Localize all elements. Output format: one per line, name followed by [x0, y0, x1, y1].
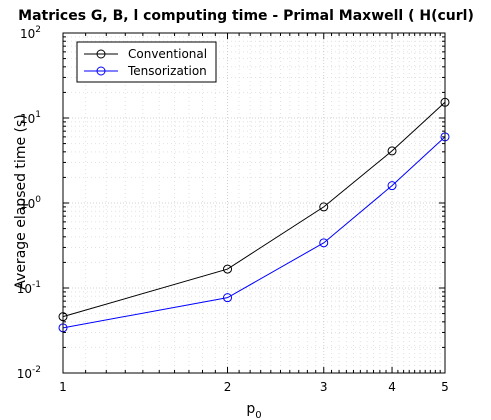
data-point-tensorization: [223, 293, 233, 303]
grid: [63, 33, 445, 373]
data-point-conventional: [387, 146, 397, 156]
data-point-conventional: [223, 264, 233, 274]
legend-label-tensorization: Tensorization: [127, 64, 207, 78]
x-axis-label: p0: [246, 401, 261, 420]
series-line-tensorization: [62, 136, 446, 329]
y-tick-label: 101: [20, 110, 41, 126]
y-tick-label: 100: [20, 195, 41, 211]
x-tick-label: 1: [59, 380, 67, 394]
data-point-tensorization: [319, 238, 329, 248]
x-tick-label: 5: [441, 380, 449, 394]
data-point-tensorization: [387, 181, 397, 191]
legend-marker-conventional: [96, 49, 106, 59]
y-tick-label-exp: 1: [35, 110, 41, 120]
legend: Conventional Tensorization: [76, 41, 217, 83]
data-point-conventional: [319, 202, 329, 212]
y-tick-label-exp: 2: [35, 25, 41, 35]
chart-title: Matrices G, B, l computing time - Primal…: [18, 8, 474, 24]
x-tick-labels: 1 2 3 4 5: [59, 380, 449, 394]
x-tick-label: 4: [388, 380, 396, 394]
tick-marks: [62, 33, 446, 374]
y-tick-label: 102: [20, 25, 41, 41]
y-tick-label-base: 10: [20, 112, 35, 126]
y-tick-label: 10-1: [17, 280, 41, 296]
y-axis-label: Average elapsed time (s): [13, 114, 29, 289]
y-tick-label-exp: -1: [32, 280, 41, 290]
x-tick-label: 3: [320, 380, 328, 394]
y-tick-label-base: 10: [20, 197, 35, 211]
y-tick-label-base: 10: [17, 282, 32, 296]
y-tick-label: 10-2: [17, 365, 41, 381]
series-line-conventional: [62, 101, 446, 318]
x-tick-label: 2: [224, 380, 232, 394]
y-tick-label-exp: -2: [32, 365, 41, 375]
y-tick-label-exp: 0: [35, 195, 41, 205]
x-axis-label-base: p: [246, 401, 255, 417]
y-tick-label-base: 10: [17, 367, 32, 381]
x-axis-label-sub: 0: [255, 410, 261, 420]
series-layer: [58, 97, 450, 333]
y-tick-label-base: 10: [20, 27, 35, 41]
legend-marker-tensorization: [96, 66, 106, 76]
legend-label-conventional: Conventional: [128, 47, 207, 61]
